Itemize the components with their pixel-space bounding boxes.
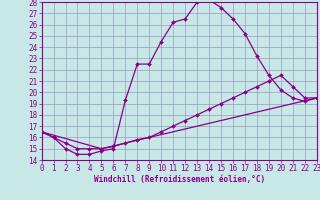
X-axis label: Windchill (Refroidissement éolien,°C): Windchill (Refroidissement éolien,°C) bbox=[94, 175, 265, 184]
